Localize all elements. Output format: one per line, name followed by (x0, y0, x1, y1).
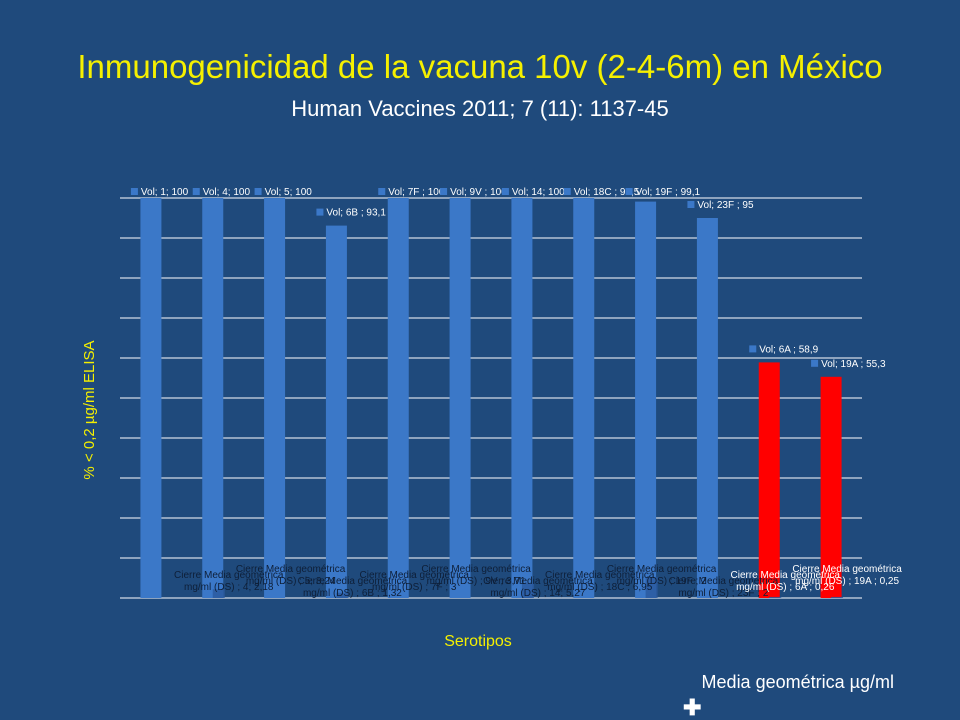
bar-7F (387, 198, 409, 598)
gm-label-23F-value: mg/ml (DS) ; 23F ; 2 (678, 588, 768, 599)
bar-1 (140, 198, 162, 598)
data-label-5: Vol; 5; 100 (265, 187, 313, 198)
bar-19F (635, 201, 657, 598)
bars (140, 198, 844, 598)
bar-14 (511, 198, 533, 598)
gm-label-7F-value: mg/ml (DS) ; 7F ; 3 (372, 582, 457, 593)
gm-label-9V: Cierre Media geométrica (421, 564, 531, 575)
data-label-14: Vol; 14; 100 (512, 187, 565, 198)
gm-label-19F: Cierre Media geométrica (607, 564, 717, 575)
bar-4 (202, 198, 224, 598)
gm-bar-19F (645, 576, 658, 598)
gm-label-6B-value: mg/ml (DS) ; 6B ; 1,32 (303, 588, 402, 599)
label-marker (687, 201, 695, 208)
gm-label-4: Cierre Media geométrica (174, 570, 284, 581)
gm-bar-6B (336, 592, 349, 598)
gm-label-18C-value: mg/ml (DS) ; 18C ; 6,95 (547, 582, 652, 593)
gm-label-6B: Cierre Media geométrica (298, 576, 408, 587)
y-axis-label: % < 0,2 µg/ml ELISA (81, 340, 98, 479)
gm-label-7F: Cierre Media geométrica (360, 570, 470, 581)
label-marker (316, 208, 324, 216)
data-label-19A: Vol; 19A ; 55,3 (821, 359, 886, 370)
label-marker (130, 188, 138, 195)
chart-title: Inmunogenicidad de la vacuna 10v (2-4-6m… (77, 48, 883, 85)
bar-5 (264, 198, 286, 598)
label-marker (563, 188, 571, 195)
bar-23F (696, 218, 718, 598)
label-marker (625, 188, 633, 195)
data-label-4: Vol; 4; 100 (203, 187, 251, 198)
data-labels: Vol; 1; 100 Vol; 4; 100 Vol; 5; 100 Vol; 6B… (130, 187, 902, 599)
data-label-23F: Vol; 23F ; 95 (697, 200, 754, 211)
gm-label-19A: Cierre Media geométrica (792, 564, 902, 575)
x-axis-label: Serotipos (444, 633, 512, 650)
label-marker (254, 188, 262, 195)
gm-label-19F-value: mg/ml (DS) ; 19F ; 2 (617, 576, 707, 587)
footnote: Media geométrica µg/ml (701, 672, 894, 692)
gm-bar-14 (521, 583, 534, 598)
bar-6B (325, 225, 347, 598)
label-marker (440, 188, 448, 195)
gm-label-14: Cierre Media geométrica (483, 576, 593, 587)
gm-label-23F: Cierre Media geométrica (669, 576, 779, 587)
bar-19A (820, 376, 842, 598)
gm-label-6A-value: mg/ml (DS) ; 6A ; 0,26 (736, 582, 835, 593)
bar-6A (758, 362, 780, 598)
data-label-1: Vol; 1; 100 (141, 187, 189, 198)
gm-label-5: Cierre Media geométrica (236, 564, 346, 575)
label-marker (192, 188, 200, 195)
gm-label-9V-value: mg/ml (DS) ; 9V ; 3,71 (427, 576, 526, 587)
data-label-18C: Vol; 18C ; 99,5 (574, 187, 640, 198)
label-marker (749, 345, 757, 353)
gm-bar-19A (831, 596, 844, 598)
bar-18C (573, 198, 595, 598)
data-label-19F: Vol; 19F ; 99,1 (636, 187, 701, 198)
data-label-9V: Vol; 9V ; 100 (450, 187, 507, 198)
gm-label-5-value: mg/ml (DS) ; 5; 3,24 (246, 576, 336, 587)
gm-label-6A: Cierre Media geométrica (731, 570, 841, 581)
plus-icon: ✚ (683, 695, 702, 720)
chart-subtitle: Human Vaccines 2011; 7 (11): 1137-45 (291, 96, 669, 121)
gm-label-4-value: mg/ml (DS) ; 4; 2,18 (184, 582, 274, 593)
data-label-6A: Vol; 6A ; 58,9 (759, 344, 818, 355)
gridlines (120, 197, 862, 599)
gm-bar-4 (212, 589, 225, 598)
label-marker (378, 188, 386, 195)
gm-label-14-value: mg/ml (DS) ; 14; 5,27 (490, 588, 585, 599)
gm-label-18C: Cierre Media geométrica (545, 570, 655, 581)
data-label-6B: Vol; 6B ; 93,1 (326, 208, 386, 219)
bar-9V (449, 198, 471, 598)
gm-label-19A-value: mg/ml (DS) ; 19A ; 0,25 (795, 576, 899, 587)
label-marker (811, 359, 819, 367)
label-marker (501, 188, 509, 195)
gm-bar-6A (769, 596, 782, 598)
data-label-7F: Vol; 7F ; 100 (388, 187, 445, 198)
